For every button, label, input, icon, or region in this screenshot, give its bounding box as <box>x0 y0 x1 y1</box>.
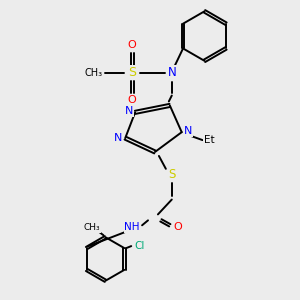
Text: S: S <box>128 66 136 79</box>
Text: N: N <box>125 106 134 116</box>
Text: O: O <box>128 95 136 106</box>
Text: CH₃: CH₃ <box>85 68 103 78</box>
Text: N: N <box>167 66 176 79</box>
Text: CH₃: CH₃ <box>83 223 100 232</box>
Text: S: S <box>168 168 176 181</box>
Text: O: O <box>173 222 182 232</box>
Text: N: N <box>114 133 122 143</box>
Text: Et: Et <box>204 135 215 145</box>
Text: N: N <box>184 126 192 136</box>
Text: NH: NH <box>124 222 140 232</box>
Text: O: O <box>128 40 136 50</box>
Text: Cl: Cl <box>134 241 144 251</box>
